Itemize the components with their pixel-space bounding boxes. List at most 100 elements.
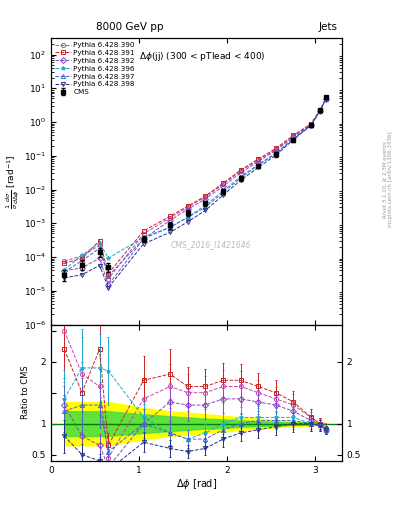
Pythia 6.428 390: [141, 231, 146, 237]
Pythia 6.428 392: [203, 196, 208, 202]
Pythia 6.428 392: [62, 268, 67, 274]
Y-axis label: $\frac{1}{\sigma}\frac{d\sigma}{d\Delta\phi}$ [rad$^{-1}$]: $\frac{1}{\sigma}\frac{d\sigma}{d\Delta\…: [5, 154, 22, 209]
Pythia 6.428 392: [274, 147, 278, 154]
Pythia 6.428 396: [62, 267, 67, 273]
Pythia 6.428 396: [220, 188, 225, 194]
Pythia 6.428 396: [324, 96, 329, 102]
Pythia 6.428 397: [203, 204, 208, 210]
X-axis label: $\Delta\phi$ [rad]: $\Delta\phi$ [rad]: [176, 477, 217, 492]
Pythia 6.428 390: [309, 121, 314, 127]
Pythia 6.428 391: [106, 270, 111, 276]
Pythia 6.428 390: [220, 181, 225, 187]
Pythia 6.428 391: [97, 238, 102, 244]
Pythia 6.428 396: [309, 122, 314, 129]
Pythia 6.428 396: [141, 234, 146, 240]
Line: Pythia 6.428 397: Pythia 6.428 397: [62, 96, 328, 278]
Pythia 6.428 398: [309, 122, 314, 129]
Pythia 6.428 398: [203, 207, 208, 214]
Pythia 6.428 397: [256, 162, 261, 168]
Pythia 6.428 398: [168, 229, 173, 236]
Pythia 6.428 390: [203, 194, 208, 200]
Line: Pythia 6.428 390: Pythia 6.428 390: [62, 96, 328, 281]
Pythia 6.428 390: [324, 95, 329, 101]
Pythia 6.428 398: [220, 192, 225, 198]
Pythia 6.428 398: [106, 285, 111, 291]
Line: Pythia 6.428 392: Pythia 6.428 392: [62, 96, 328, 287]
Pythia 6.428 391: [256, 156, 261, 162]
Pythia 6.428 398: [274, 152, 278, 158]
Pythia 6.428 392: [97, 255, 102, 262]
Pythia 6.428 390: [97, 242, 102, 248]
Pythia 6.428 390: [62, 258, 67, 264]
Pythia 6.428 391: [238, 167, 243, 173]
Pythia 6.428 390: [318, 108, 322, 114]
Pythia 6.428 392: [106, 282, 111, 288]
Pythia 6.428 392: [220, 183, 225, 189]
Pythia 6.428 390: [106, 276, 111, 282]
Pythia 6.428 397: [185, 214, 190, 220]
Pythia 6.428 396: [238, 174, 243, 180]
Pythia 6.428 398: [141, 241, 146, 247]
Pythia 6.428 390: [168, 215, 173, 221]
Pythia 6.428 391: [168, 213, 173, 219]
Pythia 6.428 390: [291, 133, 296, 139]
Pythia 6.428 396: [291, 135, 296, 141]
Pythia 6.428 391: [274, 145, 278, 152]
Pythia 6.428 392: [238, 170, 243, 176]
Text: 8000 GeV pp: 8000 GeV pp: [96, 22, 163, 32]
Pythia 6.428 396: [168, 224, 173, 230]
Pythia 6.428 397: [324, 96, 329, 102]
Pythia 6.428 396: [256, 161, 261, 167]
Text: mcplots.cern.ch [arXiv:1306.3436]: mcplots.cern.ch [arXiv:1306.3436]: [388, 132, 393, 227]
Pythia 6.428 397: [274, 151, 278, 157]
Pythia 6.428 392: [318, 108, 322, 114]
Pythia 6.428 396: [79, 252, 84, 258]
Pythia 6.428 391: [79, 255, 84, 262]
Pythia 6.428 391: [291, 132, 296, 138]
Pythia 6.428 390: [238, 168, 243, 174]
Pythia 6.428 396: [318, 108, 322, 114]
Pythia 6.428 398: [62, 275, 67, 281]
Pythia 6.428 398: [79, 271, 84, 278]
Pythia 6.428 397: [291, 136, 296, 142]
Pythia 6.428 398: [97, 263, 102, 269]
Pythia 6.428 392: [185, 206, 190, 212]
Pythia 6.428 397: [62, 269, 67, 275]
Line: Pythia 6.428 398: Pythia 6.428 398: [62, 96, 328, 290]
Pythia 6.428 391: [220, 180, 225, 186]
Pythia 6.428 397: [220, 189, 225, 196]
Text: $\Delta\phi$(jj) (300 < pTlead < 400): $\Delta\phi$(jj) (300 < pTlead < 400): [139, 50, 266, 63]
Pythia 6.428 392: [291, 134, 296, 140]
Pythia 6.428 396: [106, 255, 111, 261]
Pythia 6.428 398: [324, 96, 329, 102]
Pythia 6.428 397: [238, 175, 243, 181]
Pythia 6.428 391: [185, 203, 190, 209]
Pythia 6.428 392: [168, 218, 173, 224]
Pythia 6.428 397: [106, 273, 111, 279]
Pythia 6.428 391: [318, 108, 322, 114]
Pythia 6.428 398: [291, 137, 296, 143]
Pythia 6.428 398: [185, 219, 190, 225]
Pythia 6.428 397: [168, 224, 173, 230]
Pythia 6.428 397: [141, 236, 146, 242]
Pythia 6.428 392: [256, 158, 261, 164]
Pythia 6.428 392: [79, 265, 84, 271]
Text: CMS_2016_I1421646: CMS_2016_I1421646: [171, 240, 251, 249]
Pythia 6.428 392: [141, 236, 146, 242]
Pythia 6.428 391: [203, 193, 208, 199]
Pythia 6.428 391: [324, 95, 329, 101]
Pythia 6.428 390: [79, 253, 84, 259]
Pythia 6.428 392: [324, 96, 329, 102]
Pythia 6.428 397: [318, 108, 322, 114]
Line: Pythia 6.428 391: Pythia 6.428 391: [62, 96, 328, 275]
Pythia 6.428 398: [238, 177, 243, 183]
Pythia 6.428 392: [309, 121, 314, 127]
Pythia 6.428 390: [185, 204, 190, 210]
Y-axis label: Ratio to CMS: Ratio to CMS: [22, 366, 31, 419]
Pythia 6.428 397: [97, 245, 102, 251]
Pythia 6.428 391: [309, 121, 314, 127]
Pythia 6.428 397: [79, 258, 84, 264]
Text: Rivet 3.1.10, ≥ 2.3M events: Rivet 3.1.10, ≥ 2.3M events: [383, 141, 387, 218]
Pythia 6.428 396: [185, 214, 190, 220]
Pythia 6.428 391: [141, 228, 146, 234]
